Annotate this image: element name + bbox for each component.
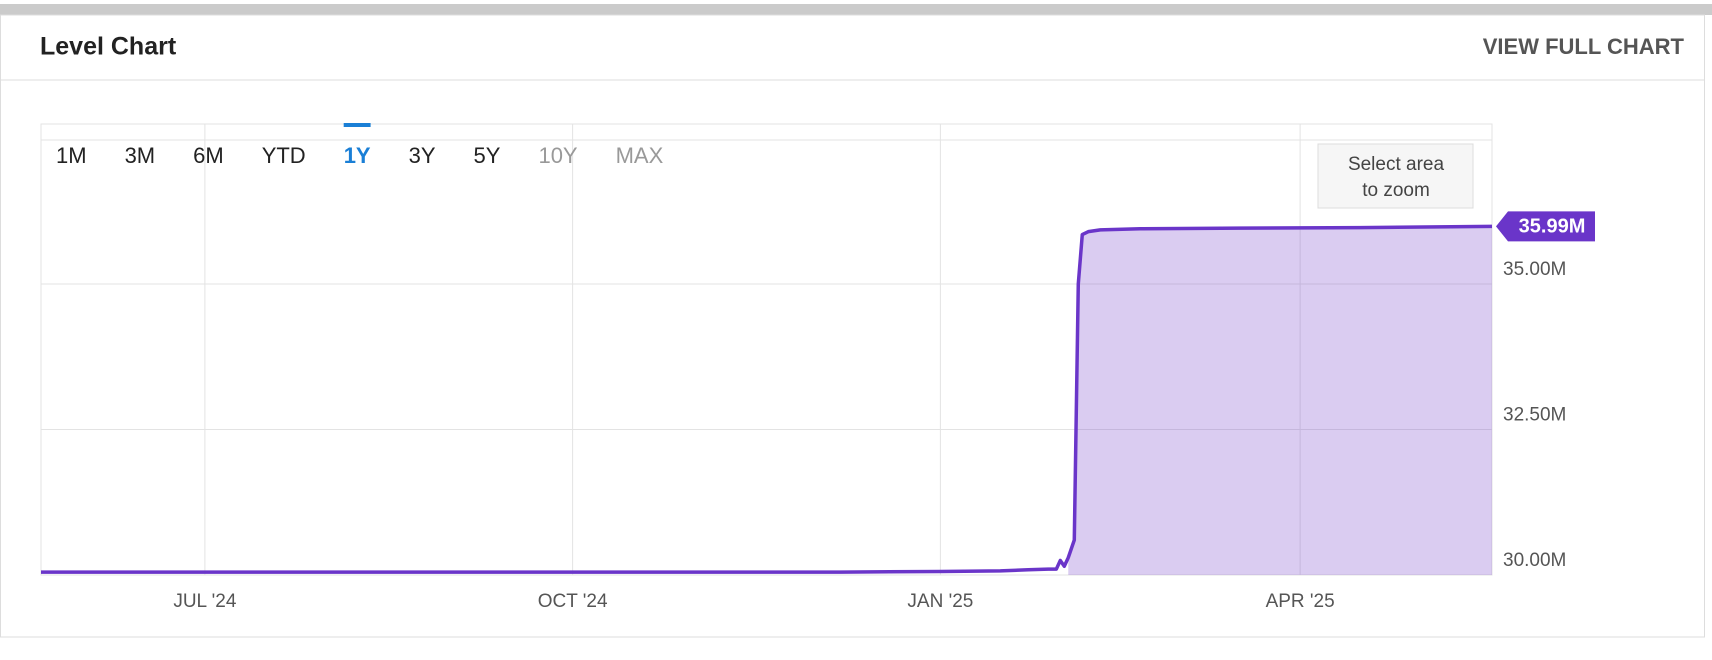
range-button: 10Y	[538, 143, 577, 168]
x-tick-label: OCT '24	[538, 591, 608, 612]
area-fill	[1068, 226, 1492, 575]
range-button[interactable]: 3Y	[409, 143, 436, 168]
last-value-label: 35.99M	[1519, 216, 1586, 238]
x-tick-label: JUL '24	[173, 591, 237, 612]
top-bar	[0, 4, 1712, 15]
y-tick-label: 32.50M	[1503, 405, 1566, 426]
plot: 30.00M 32.50M 35.00M JUL '24 OCT '24 JAN '25 A…	[41, 124, 1566, 612]
range-button[interactable]: 1M	[56, 143, 87, 168]
card-frame	[0, 14, 1705, 638]
range-button[interactable]: 5Y	[474, 143, 501, 168]
range-button[interactable]: 1Y	[344, 143, 371, 168]
x-tick-label: APR '25	[1266, 591, 1335, 612]
header-title: Level Chart	[40, 33, 177, 61]
zoom-hint: Select area to zoom	[1348, 154, 1445, 201]
range-button[interactable]: YTD	[262, 143, 306, 168]
zoom-hint-box	[1317, 143, 1474, 209]
y-tick-label: 30.00M	[1503, 550, 1566, 571]
range-button[interactable]: 3M	[125, 143, 156, 168]
active-indicator	[343, 123, 371, 127]
range-button: MAX	[616, 143, 664, 168]
view-full-chart[interactable]: VIEW FULL CHART	[1483, 34, 1685, 59]
range-button[interactable]: 6M	[193, 143, 224, 168]
last-value-tag	[1496, 211, 1595, 242]
y-tick-label: 35.00M	[1503, 259, 1566, 280]
x-tick-label: JAN '25	[907, 591, 973, 612]
line	[41, 224, 1493, 574]
